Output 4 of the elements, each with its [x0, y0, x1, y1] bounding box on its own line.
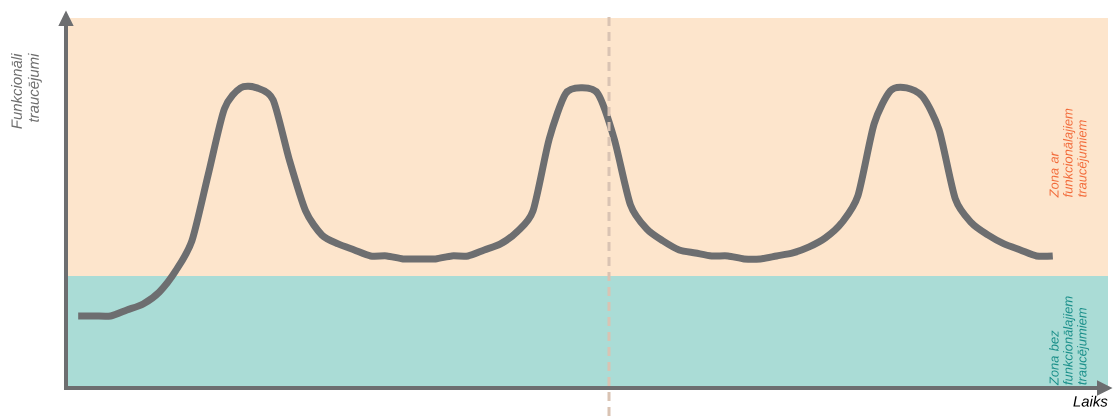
- x-axis-title: Laiks: [1073, 395, 1108, 407]
- y-axis-title: Funkcionāli traucējumi: [10, 53, 42, 129]
- band-label: Zona bez funkcionālajiem traucējumiem: [1049, 296, 1090, 386]
- band-label: Zona ar funkcionālajiem traucējumiem: [1049, 108, 1090, 198]
